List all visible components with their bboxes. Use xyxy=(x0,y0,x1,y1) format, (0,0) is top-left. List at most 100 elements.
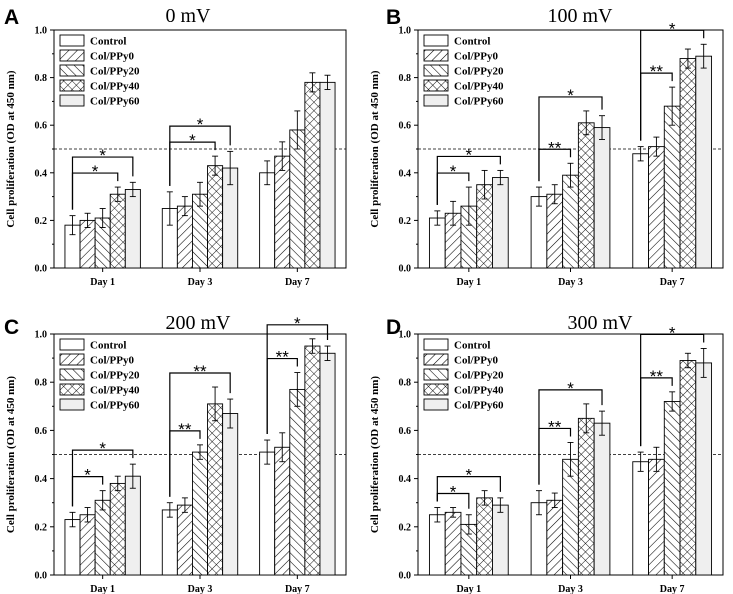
legend-swatch xyxy=(423,338,449,351)
bar xyxy=(679,360,697,576)
y-axis-label: Cell proliferation (OD at 450 nm) xyxy=(369,70,381,227)
legend-swatch xyxy=(423,398,449,411)
legend-swatch xyxy=(59,64,85,77)
x-tick-label: Day 7 xyxy=(660,584,685,594)
significance-label: * xyxy=(92,162,99,181)
significance-label: * xyxy=(567,379,574,398)
significance-label: * xyxy=(669,323,676,342)
y-tick-label: 1.0 xyxy=(35,26,48,37)
bar xyxy=(79,514,96,576)
bar xyxy=(444,511,462,576)
chart-panel-c: C 200 mV 0.0 0.2 0.4 0.6 0.8 1.0 Cell proliferat… xyxy=(4,312,347,594)
bar xyxy=(176,504,193,576)
y-axis-label: Cell proliferation (OD at 450 nm) xyxy=(5,376,17,533)
legend-swatch xyxy=(423,94,449,107)
x-tick-label: Day 3 xyxy=(188,584,213,594)
legend-label: Col/PPy60 xyxy=(90,400,140,412)
bar xyxy=(679,58,697,269)
y-tick-label: 1.0 xyxy=(399,330,412,341)
significance-label: ** xyxy=(178,420,192,439)
bar xyxy=(648,146,665,269)
panel-title: 100 mV xyxy=(548,5,614,27)
y-tick-label: 0.2 xyxy=(399,522,412,533)
legend-label: Control xyxy=(90,36,126,48)
bar xyxy=(109,193,126,269)
chart-panel-a: A 0 mV 0.0 0.2 0.4 0.6 0.8 1.0 Cell proliferatio… xyxy=(4,5,347,288)
bar xyxy=(304,81,321,269)
significance-label: * xyxy=(466,466,473,485)
bar xyxy=(577,417,595,576)
y-tick-label: 0.0 xyxy=(35,571,48,582)
legend-swatch xyxy=(423,49,449,62)
significance-label: ** xyxy=(276,348,290,367)
x-tick-label: Day 3 xyxy=(558,584,583,594)
bar xyxy=(492,504,509,576)
y-tick-label: 0.4 xyxy=(399,168,412,179)
legend-label: Col/PPy0 xyxy=(454,51,498,63)
legend-label: Col/PPy60 xyxy=(90,96,140,108)
x-tick-label: Day 1 xyxy=(90,584,115,594)
bar xyxy=(319,352,336,576)
bar xyxy=(546,499,564,576)
bar xyxy=(562,458,579,576)
significance-label: * xyxy=(466,145,473,164)
bar xyxy=(109,482,126,576)
bar xyxy=(207,165,224,269)
y-tick-label: 0.0 xyxy=(399,264,412,275)
significance-bracket xyxy=(169,372,231,497)
legend-swatch xyxy=(59,338,85,351)
legend-label: Col/PPy0 xyxy=(90,355,134,367)
significance-label: * xyxy=(450,162,457,181)
y-axis-label: Cell proliferation (OD at 450 nm) xyxy=(369,376,381,533)
x-tick-label: Day 7 xyxy=(660,277,685,288)
significance-bracket xyxy=(71,156,134,210)
legend-label: Col/PPy40 xyxy=(90,81,140,93)
y-tick-label: 0.4 xyxy=(35,168,48,179)
legend-label: Col/PPy60 xyxy=(454,400,504,412)
significance-label: * xyxy=(189,131,196,150)
bar xyxy=(695,55,713,269)
significance-label: ** xyxy=(548,138,562,157)
legend-label: Col/PPy20 xyxy=(454,66,504,78)
legend-label: Col/PPy40 xyxy=(90,385,140,397)
bar xyxy=(632,153,649,269)
bar xyxy=(274,446,291,576)
significance-bracket xyxy=(266,324,329,435)
y-tick-label: 0.2 xyxy=(399,216,412,227)
y-tick-label: 0.8 xyxy=(35,73,48,84)
y-tick-label: 0.2 xyxy=(35,522,48,533)
significance-bracket xyxy=(169,125,231,186)
bar xyxy=(593,127,611,269)
significance-bracket xyxy=(436,476,501,502)
chart-panel-b: B 100 mV 0.0 0.2 0.4 0.6 0.8 1.0 Cell proliferat… xyxy=(369,5,724,288)
significance-label: ** xyxy=(650,367,664,386)
legend-swatch xyxy=(59,49,85,62)
legend-swatch xyxy=(423,368,449,381)
bar xyxy=(492,177,509,269)
bar xyxy=(530,196,548,269)
panel-letter: C xyxy=(4,316,19,339)
y-tick-label: 0.8 xyxy=(35,378,48,389)
bar xyxy=(274,155,291,269)
y-tick-label: 1.0 xyxy=(399,26,412,37)
x-tick-label: Day 1 xyxy=(456,584,481,594)
legend-swatch xyxy=(59,79,85,92)
bar xyxy=(663,105,681,269)
significance-bracket xyxy=(71,449,134,507)
x-tick-label: Day 1 xyxy=(90,277,115,288)
y-tick-label: 1.0 xyxy=(35,330,48,341)
y-tick-label: 0.2 xyxy=(35,216,48,227)
bar xyxy=(259,451,276,576)
bar xyxy=(304,345,321,576)
y-tick-label: 0.4 xyxy=(35,474,48,485)
panel-title: 300 mV xyxy=(568,312,634,334)
legend-label: Control xyxy=(454,36,490,48)
bar xyxy=(289,388,306,576)
panel-letter: A xyxy=(4,6,19,29)
significance-label: * xyxy=(294,314,301,333)
significance-label: * xyxy=(99,146,106,165)
legend-swatch xyxy=(423,79,449,92)
significance-label: * xyxy=(567,86,574,105)
y-tick-label: 0.6 xyxy=(35,121,48,132)
legend-label: Col/PPy40 xyxy=(454,81,504,93)
